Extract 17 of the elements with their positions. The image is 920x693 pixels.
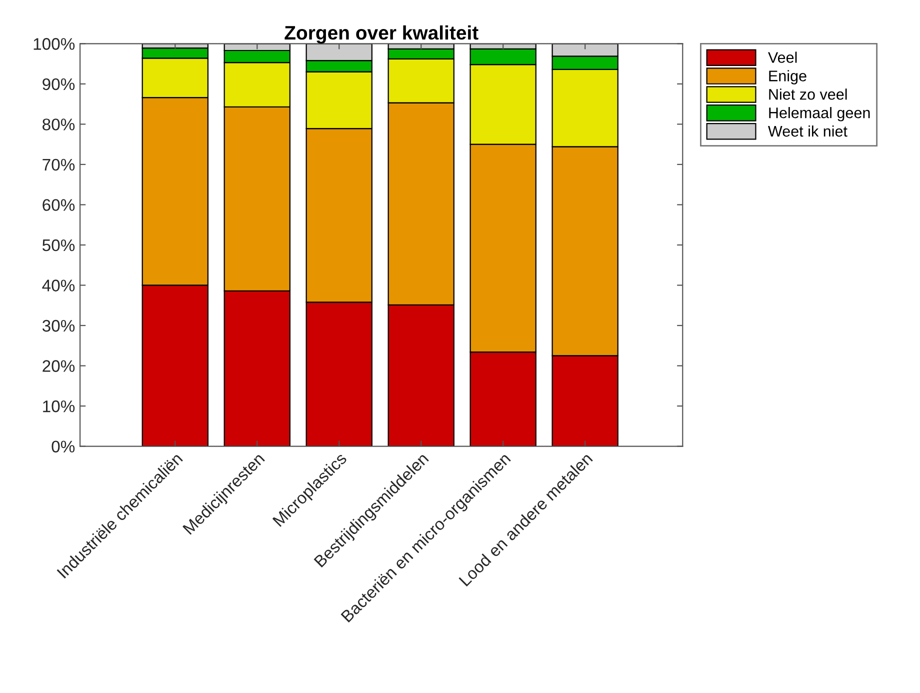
legend-label: Niet zo veel [769, 88, 847, 100]
legend-label: Veel [768, 52, 797, 63]
legend-label: Enige [769, 70, 806, 84]
y-tick-label: 0% [52, 440, 75, 452]
y-tick-label: 30% [42, 320, 75, 332]
y-tick-label: 10% [43, 400, 75, 412]
y-tick-label: 90% [42, 78, 75, 90]
y-tick-label: 100% [34, 38, 75, 50]
legend-label: Helemaal geen [769, 107, 870, 122]
y-tick-label: 20% [42, 360, 75, 372]
chart-title: Zorgen over kwaliteit [284, 25, 478, 44]
legend-label: Weet ik niet [768, 125, 848, 137]
y-tick-label: 50% [42, 239, 75, 252]
y-tick-label: 70% [42, 158, 75, 171]
y-tick-label: 40% [42, 280, 75, 292]
y-tick-label: 80% [42, 118, 75, 130]
y-tick-label: 60% [42, 199, 75, 211]
